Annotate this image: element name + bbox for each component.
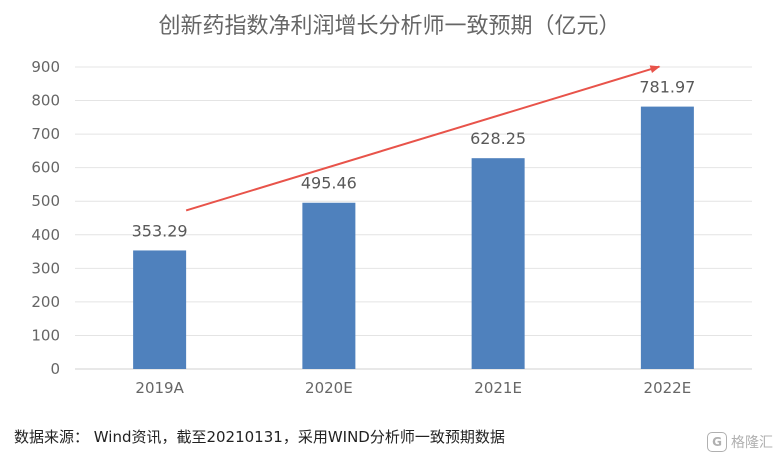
y-tick-label: 300 <box>31 259 60 277</box>
source-note: 数据来源： Wind资讯，截至20210131，采用WIND分析师一致预期数据 <box>14 428 505 446</box>
y-tick-label: 500 <box>31 192 60 210</box>
y-tick-label: 800 <box>31 92 60 110</box>
trend-arrow <box>185 65 661 212</box>
y-tick-label: 700 <box>31 125 60 143</box>
y-tick-label: 0 <box>50 360 60 378</box>
bar-value-label: 495.46 <box>301 174 357 193</box>
gelonghui-logo-icon: G <box>707 432 727 452</box>
y-tick-label: 400 <box>31 226 60 244</box>
watermark: G 格隆汇 <box>707 432 773 452</box>
x-tick-label: 2019A <box>135 379 184 397</box>
bar <box>302 202 356 369</box>
y-tick-label: 100 <box>31 326 60 344</box>
bar-value-label: 353.29 <box>132 221 188 240</box>
bar <box>133 250 187 369</box>
y-tick-label: 900 <box>31 58 60 76</box>
bar-value-label: 781.97 <box>639 78 695 97</box>
x-tick-label: 2020E <box>305 379 353 397</box>
bar-value-label: 628.25 <box>470 129 526 148</box>
bar <box>640 106 694 369</box>
x-tick-label: 2022E <box>644 379 692 397</box>
bar <box>471 158 525 369</box>
chart-title: 创新药指数净利润增长分析师一致预期（亿元） <box>158 14 621 39</box>
y-tick-label: 600 <box>31 159 60 177</box>
x-tick-label: 2021E <box>474 379 522 397</box>
y-tick-label: 200 <box>31 293 60 311</box>
watermark-text: 格隆汇 <box>731 435 773 451</box>
